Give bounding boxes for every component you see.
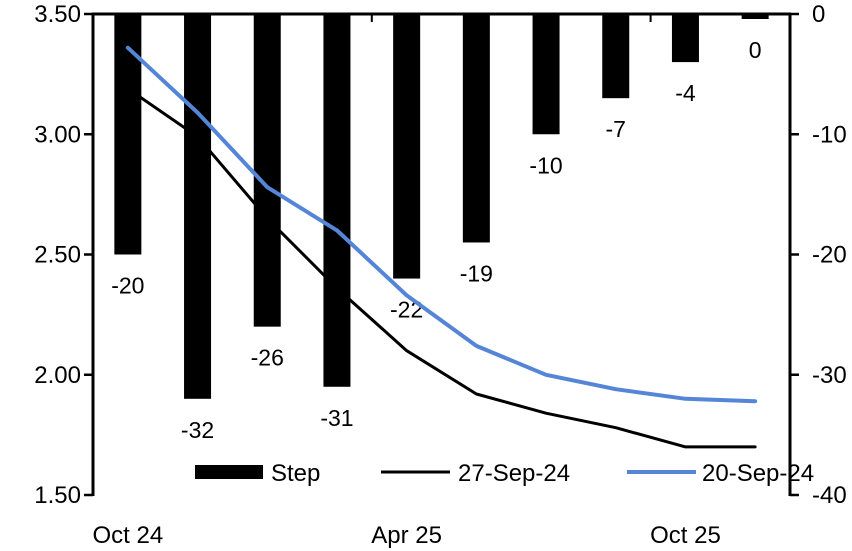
left-axis-tick-label: 1.50	[34, 482, 81, 509]
legend-item-step: Step	[195, 460, 320, 487]
line-27-sep-24	[126, 87, 757, 449]
left-axis-tick-label: 3.50	[34, 1, 81, 28]
left-axis-tick-label: 3.00	[34, 121, 81, 148]
legend-label-20-sep-24: 20-Sep-24	[702, 460, 814, 487]
step-bar	[323, 14, 351, 387]
legend-label-27-sep-24: 27-Sep-24	[458, 460, 570, 487]
step-bar-label: -26	[251, 345, 284, 371]
step-bar-label: -4	[675, 80, 696, 106]
legend-swatch-step	[195, 465, 263, 479]
legend-item-20-sep-24: 20-Sep-24	[627, 460, 814, 487]
step-bar-label: -22	[390, 297, 423, 323]
right-axis-tick-label: -10	[812, 121, 847, 148]
step-bar-label: -10	[529, 152, 562, 178]
x-axis-tick-label: Oct 25	[650, 522, 721, 549]
right-axis-tick-label: -20	[812, 242, 847, 269]
step-bar	[532, 14, 560, 135]
line-20-sep-24	[125, 45, 758, 404]
step-bar-label: -32	[181, 417, 214, 443]
step-bar-label: -20	[111, 273, 144, 299]
left-axis-tick-label: 2.50	[34, 242, 81, 269]
legend: Step 27-Sep-24 20-Sep-24	[195, 460, 814, 487]
step-bar-label: -31	[320, 405, 353, 431]
x-axis-tick-label: Oct 24	[92, 522, 163, 549]
step-bar-label: 0	[749, 37, 762, 63]
step-bar	[393, 14, 421, 279]
step-bar	[671, 14, 699, 63]
x-axis-tick-label: Apr 25	[371, 522, 442, 549]
legend-item-27-sep-24: 27-Sep-24	[381, 460, 570, 487]
left-axis-tick-label: 2.00	[34, 362, 81, 389]
right-axis-tick-label: -40	[812, 482, 847, 509]
legend-label-step: Step	[271, 460, 320, 487]
right-axis-tick-label: -30	[812, 362, 847, 389]
step-bar	[602, 14, 630, 99]
step-bar-label: -19	[460, 260, 493, 286]
step-bar-label: -7	[606, 116, 626, 142]
right-axis-tick-label: 0	[812, 1, 825, 28]
step-bar	[462, 14, 490, 243]
step-bar	[253, 14, 281, 327]
step-bar	[184, 14, 212, 399]
step-bar	[741, 14, 769, 19]
